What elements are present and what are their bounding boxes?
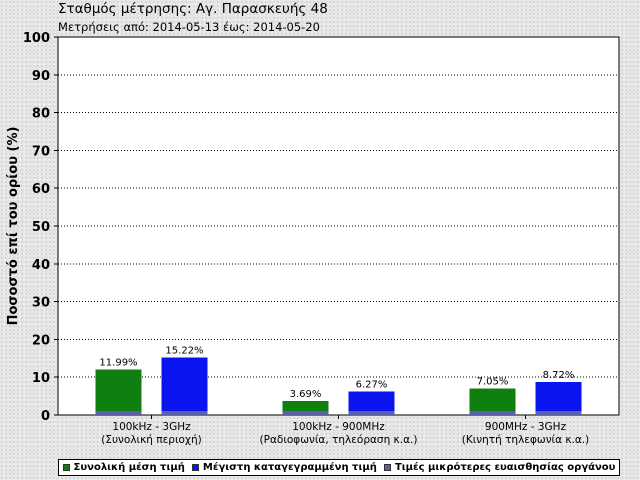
bar-max bbox=[161, 357, 208, 415]
x-tick-label: 900MHz - 3GHz bbox=[485, 421, 567, 433]
bar-max bbox=[348, 391, 395, 415]
data-label: 11.99% bbox=[99, 358, 137, 369]
y-tick-label: 70 bbox=[32, 144, 50, 159]
legend-label-max: Μέγιστη καταγεγραμμένη τιμή bbox=[202, 462, 377, 473]
legend-swatch-max bbox=[191, 464, 199, 471]
bar-mean bbox=[95, 369, 142, 415]
bar-mean bbox=[469, 388, 516, 415]
y-tick-label: 100 bbox=[23, 31, 50, 46]
legend-label-mean: Συνολική μέση τιμή bbox=[73, 462, 185, 473]
y-tick-label: 50 bbox=[32, 220, 50, 235]
y-axis-label: Ποσοστό επί του ορίου (%) bbox=[6, 127, 21, 326]
data-label: 6.27% bbox=[356, 379, 388, 390]
bar-below-sensitivity bbox=[469, 411, 516, 415]
x-tick-label: 100kHz - 900MHz bbox=[292, 421, 385, 433]
bar-below-sensitivity bbox=[535, 411, 582, 415]
data-label: 7.05% bbox=[477, 376, 509, 387]
bar-below-sensitivity bbox=[161, 411, 208, 415]
legend-item-below-sensitivity: Τιμές μικρότερες ευαισθησίας οργάνου bbox=[383, 462, 616, 473]
y-tick-label: 40 bbox=[32, 258, 50, 273]
y-tick-label: 80 bbox=[32, 107, 50, 122]
data-label: 8.72% bbox=[543, 370, 575, 381]
x-tick-sublabel: (Συνολική περιοχή) bbox=[101, 434, 202, 446]
y-tick-label: 60 bbox=[32, 182, 50, 197]
bar-max bbox=[535, 382, 582, 415]
data-label: 15.22% bbox=[165, 345, 203, 356]
y-tick-label: 30 bbox=[32, 296, 50, 311]
bar-below-sensitivity bbox=[95, 411, 142, 415]
legend-item-mean: Συνολική μέση τιμή bbox=[62, 462, 185, 473]
y-tick-label: 0 bbox=[41, 409, 50, 424]
legend-swatch-below-sensitivity bbox=[383, 464, 391, 471]
legend-label-below-sensitivity: Τιμές μικρότερες ευαισθησίας οργάνου bbox=[394, 462, 616, 473]
legend-swatch-mean bbox=[62, 464, 70, 471]
y-tick-label: 10 bbox=[32, 371, 50, 386]
measurement-period: Μετρήσεις από: 2014-05-13 έως: 2014-05-2… bbox=[58, 20, 320, 34]
x-tick-sublabel: (Κινητή τηλεφωνία κ.α.) bbox=[462, 434, 590, 446]
x-tick-sublabel: (Ραδιοφωνία, τηλεόραση κ.α.) bbox=[260, 434, 418, 446]
bar-below-sensitivity bbox=[282, 411, 329, 415]
legend-item-max: Μέγιστη καταγεγραμμένη τιμή bbox=[191, 462, 377, 473]
data-label: 3.69% bbox=[290, 389, 322, 400]
y-tick-label: 90 bbox=[32, 69, 50, 84]
bar-below-sensitivity bbox=[348, 411, 395, 415]
x-tick-label: 100kHz - 3GHz bbox=[112, 421, 191, 433]
chart-legend: Συνολική μέση τιμή Μέγιστη καταγεγραμμέν… bbox=[58, 459, 620, 476]
station-title: Σταθμός μέτρησης: Αγ. Παρασκευής 48 bbox=[58, 1, 328, 17]
y-tick-label: 20 bbox=[32, 333, 50, 348]
